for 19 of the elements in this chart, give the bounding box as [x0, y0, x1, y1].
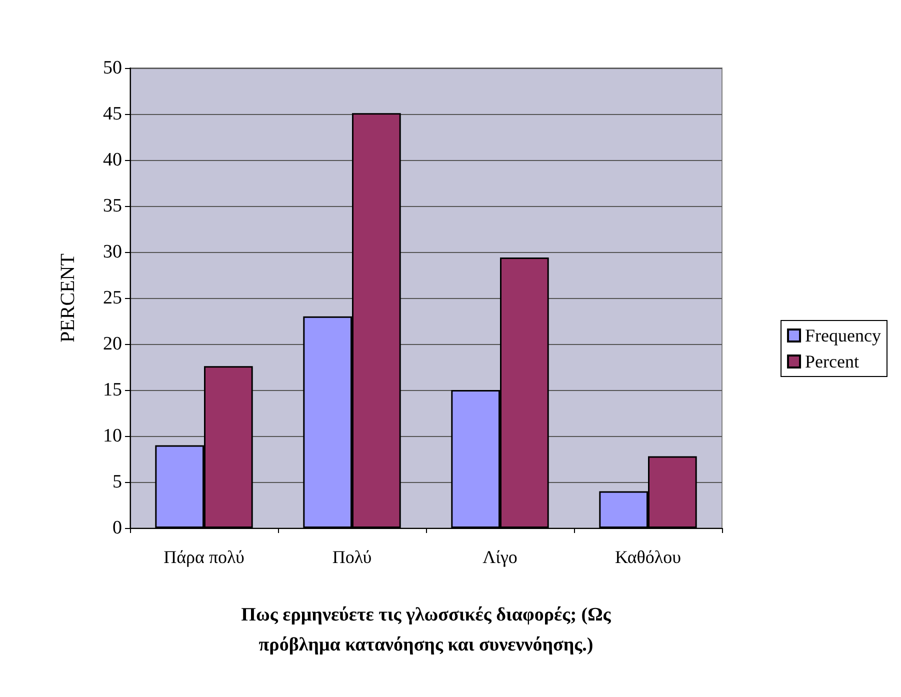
- x-tick-label: Καθόλου: [614, 547, 682, 567]
- y-tick-label: 20: [103, 334, 122, 354]
- y-tick-label: 15: [103, 380, 122, 400]
- legend-label: Frequency: [805, 326, 882, 346]
- y-tick-label: 30: [103, 242, 122, 262]
- y-tick-label: 10: [103, 426, 122, 446]
- y-axis-title: PERCENT: [57, 254, 79, 342]
- y-tick-label: 45: [103, 104, 122, 124]
- legend-label: Percent: [805, 352, 860, 372]
- x-tick-label: Λίγο: [482, 547, 518, 567]
- y-tick-label: 35: [103, 196, 122, 216]
- x-axis-title: Πως ερμηνεύετε τις γλωσσικές διαφορές; (Ως πρόβλημα κατανόησης και συνεννόησης.): [241, 604, 612, 656]
- y-tick-label: 5: [112, 472, 122, 492]
- y-tick-label: 40: [103, 150, 122, 170]
- y-tick-label: 50: [103, 58, 122, 78]
- x-tick-label: Πάρα πολύ: [164, 547, 244, 567]
- y-tick-label: 0: [112, 518, 122, 538]
- x-tick-label: Πολύ: [332, 547, 372, 567]
- y-tick-label: 25: [103, 288, 122, 308]
